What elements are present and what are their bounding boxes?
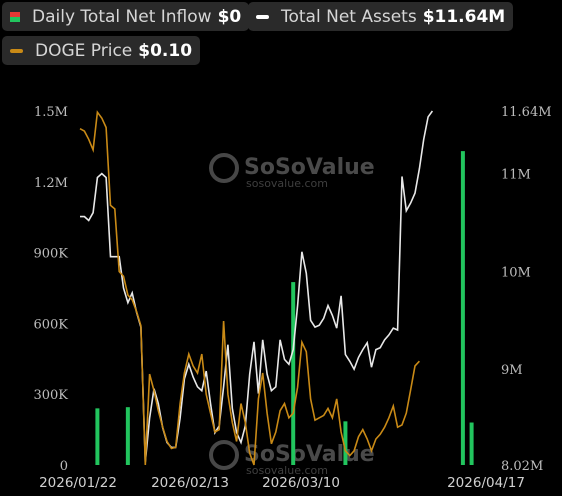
inflow-bar[interactable] [460, 151, 465, 465]
doge-price-line [79, 110, 420, 466]
inflow-bar[interactable] [343, 421, 348, 465]
inflow-bar[interactable] [95, 408, 100, 465]
legend-price-label: DOGE Price [35, 40, 133, 61]
assets-swatch-icon [256, 14, 269, 19]
right-tick-label: 9M [501, 363, 523, 378]
right-tick-label: 11M [501, 168, 531, 183]
right-tick-label: 8.02M [501, 459, 543, 474]
left-tick-label: 600K [33, 317, 68, 332]
x-axis: 2026/01/22 2026/02/13 2026/03/10 2026/04/17 [39, 475, 525, 491]
inflow-bars [95, 151, 474, 465]
watermark-site: sosovalue.com [246, 464, 328, 477]
legend-inflow-label: Daily Total Net Inflow [32, 6, 212, 27]
right-axis: 11.64M 11M 10M 9M 8.02M [501, 105, 552, 474]
watermark-logo-icon [209, 153, 239, 183]
inflow-swatch-icon [10, 11, 20, 22]
legend-assets-value: $11.64M [422, 6, 506, 27]
x-tick-label: 2026/03/10 [262, 475, 340, 491]
watermark-site: sosovalue.com [246, 177, 328, 190]
watermark-brand: SoSoValue [244, 155, 375, 180]
left-tick-label: 0 [60, 459, 68, 474]
legend-price[interactable]: DOGE Price $0.10 [2, 36, 201, 65]
legend-inflow-value: $0 [217, 6, 242, 27]
left-axis: 1.5M 1.2M 900K 600K 300K 0 [33, 105, 68, 474]
x-tick-label: 2026/02/13 [151, 475, 229, 491]
inflow-bar[interactable] [469, 422, 474, 465]
x-tick-label: 2026/01/22 [39, 475, 117, 491]
left-tick-label: 300K [33, 388, 68, 403]
inflow-bar[interactable] [291, 282, 296, 465]
left-tick-label: 1.5M [34, 105, 68, 120]
legend-price-value: $0.10 [138, 40, 193, 61]
legend-inflow[interactable]: Daily Total Net Inflow $0 [2, 2, 250, 31]
legend-assets-label: Total Net Assets [281, 6, 417, 27]
left-tick-label: 900K [33, 247, 68, 262]
right-tick-label: 11.64M [501, 105, 552, 120]
inflow-bar[interactable] [125, 407, 130, 465]
watermark-logo-icon [209, 440, 239, 470]
price-swatch-icon [10, 48, 23, 53]
watermark-brand: SoSoValue [244, 442, 375, 467]
x-tick-label: 2026/04/17 [447, 475, 525, 491]
right-tick-label: 10M [501, 265, 531, 280]
left-tick-label: 1.2M [34, 176, 68, 191]
legend-assets[interactable]: Total Net Assets $11.64M [248, 2, 514, 31]
